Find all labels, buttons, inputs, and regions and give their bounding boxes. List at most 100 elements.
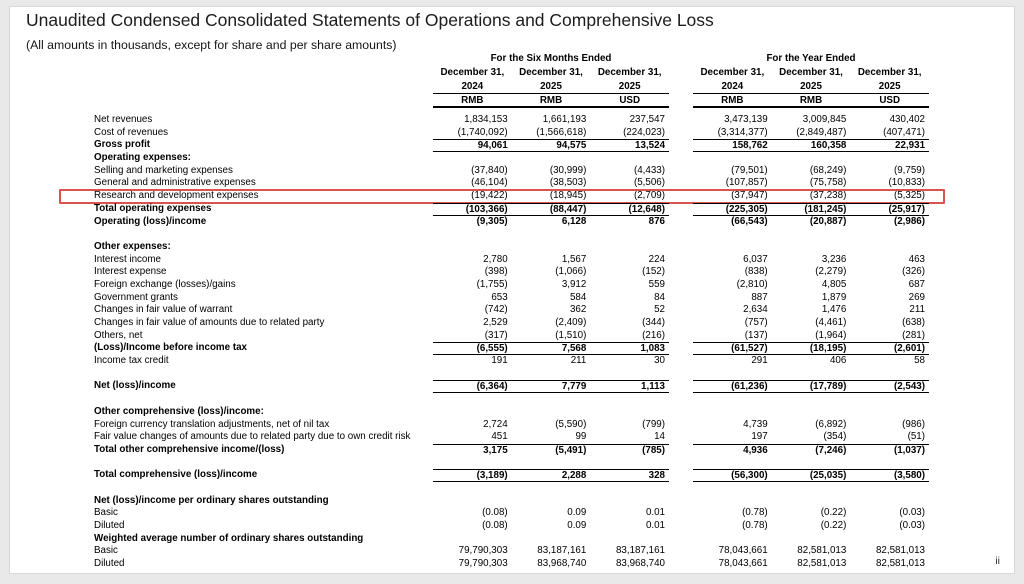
- spacer-row: [94, 393, 929, 406]
- value-cell: 52: [654, 304, 666, 316]
- value-cell: 237,547: [629, 114, 666, 125]
- row-label: [94, 66, 433, 80]
- value-cell: 2,634: [743, 304, 768, 316]
- value-cell: (757): [744, 317, 768, 328]
- value-cell: (785): [642, 444, 666, 456]
- row-label: Basic: [94, 507, 118, 519]
- row-value-group: (757) (4,461) (638): [693, 317, 929, 330]
- table-row: RMB RMB USD RMB RMB USD: [94, 94, 929, 108]
- row-value-group: (0.78) (0.22) (0.03): [693, 520, 929, 533]
- row-value-group: (137) (1,964) (281): [693, 330, 929, 343]
- column-header-cell: USD: [879, 95, 901, 106]
- value-cell: (799): [642, 418, 666, 430]
- value-cell: (742): [484, 304, 508, 316]
- column-header-cell: 2025: [540, 81, 562, 92]
- value-cell: 3,473,139: [724, 114, 768, 125]
- value-cell: 79,790,303: [458, 545, 508, 557]
- column-group-gap: [669, 80, 693, 94]
- row-value-group: 291 406 58: [693, 355, 929, 368]
- value-cell: (326): [902, 266, 926, 278]
- table-row: Government grants 653 584 84 887 1,879 269: [94, 292, 929, 305]
- value-cell: 463: [908, 253, 926, 265]
- row-label: Total operating expenses: [94, 202, 212, 214]
- value-cell: 1,476: [821, 304, 847, 316]
- row-label: Selling and marketing expenses: [94, 164, 233, 176]
- row-value-group: [433, 152, 669, 165]
- value-cell: (25,035): [809, 470, 847, 482]
- table-row: Other comprehensive (loss)/income:: [94, 406, 929, 419]
- value-cell: 1,567: [561, 253, 587, 265]
- row-value-group: (742) 362 52: [433, 304, 669, 317]
- value-cell: [590, 152, 669, 165]
- column-group-gap: [669, 431, 693, 444]
- value-cell: (5,325): [893, 190, 926, 202]
- row-label: Total other comprehensive income/(loss): [94, 443, 285, 455]
- table-row: Interest expense (398) (1,066) (152) (838) (2…: [94, 266, 929, 279]
- row-label: Net (loss)/income: [94, 380, 176, 392]
- value-cell: [512, 406, 591, 419]
- value-cell: 14: [654, 431, 666, 443]
- value-cell: (37,947): [731, 190, 768, 202]
- row-value-group: 191 211 30: [433, 355, 669, 368]
- table-row: Income tax credit 191 211 30 291 406 58: [94, 355, 929, 368]
- value-cell: (2,986): [893, 215, 926, 227]
- row-label: Net (loss)/income per ordinary shares ou…: [94, 494, 329, 506]
- value-cell: (224,023): [623, 126, 666, 138]
- table-row: Total other comprehensive income/(loss) 3…: [94, 443, 929, 457]
- table-row: Net revenues 1,834,153 1,661,193 237,547 3,4…: [94, 114, 929, 127]
- value-cell: (0.03): [899, 520, 926, 531]
- column-header-cell: December 31,: [779, 67, 843, 78]
- value-cell: 451: [491, 431, 508, 443]
- value-cell: [512, 533, 591, 546]
- value-cell: 6,128: [561, 215, 587, 227]
- value-cell: 406: [829, 355, 847, 367]
- value-cell: (0.78): [742, 507, 768, 519]
- value-cell: (51): [907, 431, 926, 443]
- value-cell: [772, 241, 851, 254]
- value-cell: 211: [570, 355, 587, 367]
- value-cell: (2,849,487): [796, 126, 847, 138]
- row-value-group: 4,936 (7,246) (1,037): [693, 443, 929, 457]
- table-row: Total operating expenses (103,366) (88,447…: [94, 202, 929, 216]
- column-group-gap: [669, 177, 693, 190]
- column-group-gap: [669, 545, 693, 558]
- column-group-gap: [669, 507, 693, 520]
- value-cell: (1,755): [476, 278, 508, 290]
- row-label: General and administrative expenses: [94, 177, 256, 189]
- row-label: Others, net: [94, 329, 143, 341]
- row-value-group: [433, 495, 669, 508]
- value-cell: 191: [491, 355, 508, 367]
- value-cell: [512, 495, 591, 508]
- table-row: Fair value changes of amounts due to rel…: [94, 431, 929, 444]
- row-value-group: (225,305) (181,245) (25,917): [693, 202, 929, 216]
- table-row: Gross profit 94,061 94,575 13,524 158,762 160…: [94, 139, 929, 153]
- value-cell: [512, 152, 591, 165]
- value-cell: (181,245): [804, 203, 847, 215]
- value-cell: 0.01: [645, 520, 666, 531]
- table-row: For the Six Months Ended For the Year End…: [94, 52, 929, 66]
- column-group-gap: [669, 558, 693, 571]
- column-group-header: For the Year Ended: [766, 53, 856, 64]
- row-value-group: 78,043,661 82,581,013 82,581,013: [693, 558, 929, 571]
- value-cell: (3,580): [893, 470, 926, 482]
- value-cell: [693, 495, 772, 508]
- value-cell: (107,857): [725, 177, 768, 189]
- value-cell: 82,581,013: [875, 558, 926, 570]
- table-row: Selling and marketing expenses (37,840) (3…: [94, 165, 929, 178]
- value-cell: (5,590): [555, 418, 587, 430]
- column-group-gap: [669, 241, 693, 254]
- value-cell: (0.03): [899, 507, 926, 519]
- column-group-gap: [669, 139, 693, 152]
- value-cell: 224: [648, 253, 666, 265]
- value-cell: (317): [484, 329, 508, 341]
- value-cell: 0.01: [645, 507, 666, 519]
- value-cell: 83,187,161: [537, 545, 587, 557]
- value-cell: (18,945): [549, 190, 587, 202]
- column-group-gap: [669, 190, 693, 203]
- column-header-cell: 2024: [721, 81, 744, 92]
- value-cell: 78,043,661: [718, 558, 768, 570]
- value-cell: (0.22): [820, 520, 847, 531]
- value-cell: 3,236: [821, 253, 847, 265]
- table-row: Basic 79,790,303 83,187,161 83,187,161 78,04…: [94, 545, 929, 558]
- table-row: Diluted 79,790,303 83,968,740 83,968,740 78,…: [94, 558, 929, 571]
